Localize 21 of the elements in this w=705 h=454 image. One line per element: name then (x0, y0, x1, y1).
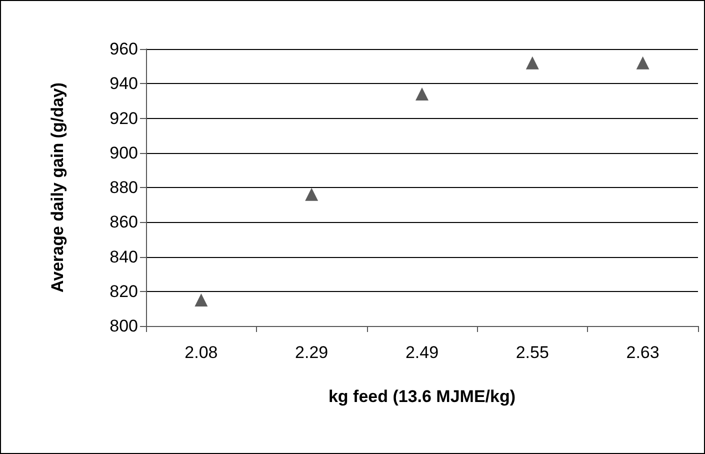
y-tick-label: 940 (110, 74, 138, 94)
y-tick-label: 820 (110, 282, 138, 301)
y-tick-label: 920 (110, 108, 138, 128)
x-tick-label: 2.63 (626, 343, 660, 362)
y-tick-label: 800 (110, 316, 138, 336)
point (305, 188, 318, 201)
y-axis-title: Average daily gain (g/day) (48, 82, 67, 293)
x-tick-label: 2.49 (405, 343, 439, 362)
x-tick-label: 2.55 (516, 343, 549, 362)
y-tick-label: 880 (110, 178, 138, 197)
point (526, 56, 539, 70)
point (194, 294, 208, 307)
x-axis-title: kg feed (13.6 MJME/kg) (328, 387, 516, 406)
x-tick-label: 2.29 (295, 343, 328, 362)
point (636, 56, 650, 70)
y-tick-label: 960 (110, 40, 138, 58)
point (416, 88, 428, 101)
y-tick-label: 840 (110, 247, 138, 266)
y-tick-label: 900 (110, 143, 138, 162)
x-tick-label: 2.08 (184, 343, 218, 362)
y-tick-label: 860 (110, 212, 138, 232)
